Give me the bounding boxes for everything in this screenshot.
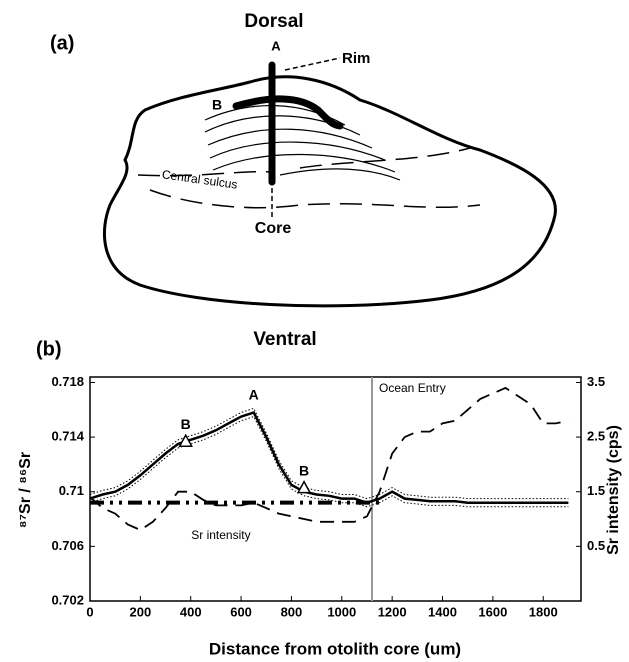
x-tick-label: 400: [180, 604, 202, 619]
otolith-outline: [103, 75, 557, 308]
y2-tick-label: 1.5: [587, 483, 605, 498]
x-tick-label: 1200: [378, 604, 407, 619]
error-band: [89, 407, 569, 500]
x-tick-label: 600: [230, 604, 252, 619]
x-tick-label: 1600: [478, 604, 507, 619]
y2-tick-label: 3.5: [587, 374, 605, 389]
x-tick-label: 0: [86, 604, 93, 619]
y-tick-label: 0.706: [51, 538, 84, 553]
data-line: [89, 386, 569, 532]
annotation-marker: [178, 433, 193, 447]
x-tick-label: 1000: [327, 604, 356, 619]
x-tick-label: 1400: [428, 604, 457, 619]
rim-label: Rim: [342, 50, 370, 67]
x-tick-label: 1800: [529, 604, 558, 619]
sulcus-dashes: [137, 147, 481, 209]
point-a-label: A: [271, 38, 281, 53]
x-tick-label: 200: [130, 604, 152, 619]
data-line: [89, 410, 569, 505]
sulcus-label: Central sulcus: [161, 167, 238, 191]
y-tick-label: 0.702: [51, 592, 84, 607]
x-axis-label: Distance from otolith core (um): [209, 639, 461, 658]
point-b-label: B: [212, 97, 222, 113]
y-axis-label: ⁸⁷Sr / ⁸⁶Sr: [17, 452, 34, 528]
core-label: Core: [255, 220, 292, 237]
y2-tick-label: 0.5: [587, 538, 605, 553]
y2-tick-label: 2.5: [587, 429, 605, 444]
y-tick-label: 0.718: [51, 374, 84, 389]
transect-b: [232, 95, 344, 130]
panel-label: (a): [50, 32, 74, 54]
annotation-label: B: [299, 462, 309, 478]
annotation-label: A: [249, 386, 259, 402]
y2-axis-label: Sr intensity (cps): [605, 425, 622, 555]
ocean-entry-label: Ocean Entry: [379, 381, 446, 395]
series-label: Sr intensity: [191, 528, 250, 542]
plot-frame: [89, 376, 582, 602]
otolith-diagram: [103, 57, 557, 308]
error-band: [89, 415, 569, 508]
ventral-label: Ventral: [253, 329, 316, 350]
growth-rings: [204, 104, 401, 181]
rim-pointer: [284, 57, 341, 71]
annotation-label: B: [181, 416, 191, 432]
y-tick-label: 0.714: [51, 429, 84, 444]
annotation-marker: [296, 480, 312, 494]
isotope-chart: (b) Distance from otolith core (um) ⁸⁷Sr…: [17, 338, 622, 658]
dorsal-label: Dorsal: [244, 11, 303, 32]
x-tick-label: 800: [281, 604, 303, 619]
y-tick-label: 0.71: [59, 483, 84, 498]
panel-label: (b): [36, 338, 62, 360]
